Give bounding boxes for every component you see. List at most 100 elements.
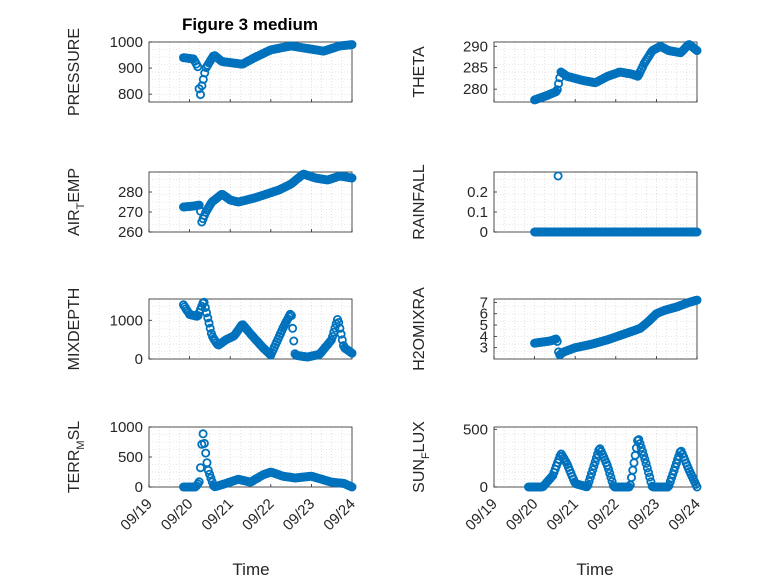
data-point <box>692 46 702 56</box>
data-point <box>588 465 598 475</box>
data-point <box>201 308 211 318</box>
y-tick-label: 900 <box>118 60 143 77</box>
x-tick-label: 09/22 <box>584 495 623 534</box>
subplot-6: 0 500 1000 09/19 09/20 09/21 09/22 09/23 09/24 TE… <box>66 419 359 534</box>
axes-box <box>493 426 698 488</box>
axes-box <box>148 171 353 233</box>
figure-title: Figure 3 medium <box>182 15 318 34</box>
data-point <box>634 435 644 445</box>
data-point <box>638 446 648 456</box>
data-point <box>199 297 209 307</box>
y-tick-label: 1000 <box>110 419 143 436</box>
data-point <box>201 448 211 458</box>
data-point <box>645 472 655 482</box>
y-axis-label: PRESSURE <box>66 28 83 116</box>
subplot-3: 0 0.1 0.2 RAINFALL <box>411 164 702 241</box>
data-point <box>604 464 614 474</box>
x-tick-label: 09/24 <box>665 495 704 534</box>
y-tick-label: 260 <box>118 224 143 241</box>
data-point <box>644 467 654 477</box>
y-axis-label: H2OMIXRA <box>411 287 428 371</box>
data-point <box>642 463 652 473</box>
y-axis-label: TERRMSL <box>66 421 87 493</box>
data-point <box>347 348 357 358</box>
subplot-0: 800 900 1000 PRESSURE <box>66 28 357 116</box>
x-tick-label: 09/20 <box>158 495 197 534</box>
data-point <box>285 309 295 319</box>
data-point <box>202 458 212 468</box>
y-tick-label: 5 <box>480 317 488 334</box>
data-point <box>288 323 298 333</box>
data-point <box>692 227 702 237</box>
data-point <box>554 79 564 89</box>
y-tick-label: 285 <box>463 60 488 77</box>
data-point <box>203 465 213 475</box>
data-point <box>347 482 357 492</box>
y-tick-label: 1000 <box>110 312 143 329</box>
data-point <box>628 465 638 475</box>
y-axis-label: THETA <box>411 46 428 98</box>
data-point <box>547 472 557 482</box>
data-point <box>194 477 204 487</box>
data-point <box>200 302 210 312</box>
data-point <box>589 461 599 471</box>
data-point <box>286 311 296 321</box>
data-point <box>584 476 594 486</box>
data-point <box>203 313 213 323</box>
data-point <box>587 469 597 479</box>
data-point <box>692 482 702 492</box>
data-point <box>195 463 205 473</box>
data-point <box>630 450 640 460</box>
data-point <box>606 472 616 482</box>
y-tick-label: 1000 <box>110 34 143 51</box>
data-point <box>193 62 203 72</box>
x-tick-label: 09/21 <box>198 495 237 534</box>
y-tick-label: 280 <box>118 184 143 201</box>
data-point <box>635 439 645 449</box>
data-point <box>200 68 210 78</box>
y-tick-label: 270 <box>118 204 143 221</box>
y-tick-label: 290 <box>463 38 488 55</box>
y-tick-label: 7 <box>480 294 488 311</box>
y-tick-label: 4 <box>480 328 488 345</box>
y-tick-label: 0 <box>135 351 143 368</box>
data-point <box>195 90 205 100</box>
data-point <box>640 454 650 464</box>
x-axis-label-left: Time <box>232 560 269 579</box>
axes-box <box>493 298 698 360</box>
y-axis-label: SUNFLUX <box>411 421 432 493</box>
x-tick-label: 09/23 <box>625 495 664 534</box>
subplot-7: 0 500 09/19 09/20 09/21 09/22 09/23 09/24 SUNFLU… <box>411 421 704 534</box>
data-point <box>334 317 344 327</box>
data-point <box>553 171 563 181</box>
data-point <box>204 318 214 328</box>
panels: 800 900 1000 PRESSURE 280 285 290 THETA 260 270 28… <box>66 28 704 534</box>
y-tick-label: 6 <box>480 306 488 323</box>
data-point <box>590 457 600 467</box>
y-tick-label: 3 <box>480 340 488 357</box>
y-axis-label: MIXDEPTH <box>66 288 83 371</box>
data-point <box>347 173 357 183</box>
subplot-2: 260 270 280 AIRTEMP <box>66 168 357 241</box>
x-tick-label: 09/20 <box>503 495 542 534</box>
x-tick-label: 09/23 <box>280 495 319 534</box>
data-point <box>205 469 215 479</box>
subplot-1: 280 285 290 THETA <box>411 38 702 105</box>
data-point <box>199 438 209 448</box>
axes-box <box>148 41 353 103</box>
x-tick-label: 09/19 <box>462 495 501 534</box>
x-tick-label: 09/24 <box>320 495 359 534</box>
axes-box <box>493 41 698 103</box>
data-point <box>552 85 562 95</box>
y-tick-label: 0 <box>135 479 143 496</box>
y-tick-label: 500 <box>463 421 488 438</box>
data-point <box>629 458 639 468</box>
y-axis-label: AIRTEMP <box>66 168 87 236</box>
x-tick-label: 09/21 <box>543 495 582 534</box>
y-tick-label: 0.1 <box>467 204 488 221</box>
y-tick-label: 500 <box>118 449 143 466</box>
data-point <box>289 336 299 346</box>
data-point <box>583 480 593 490</box>
data-point <box>605 468 615 478</box>
